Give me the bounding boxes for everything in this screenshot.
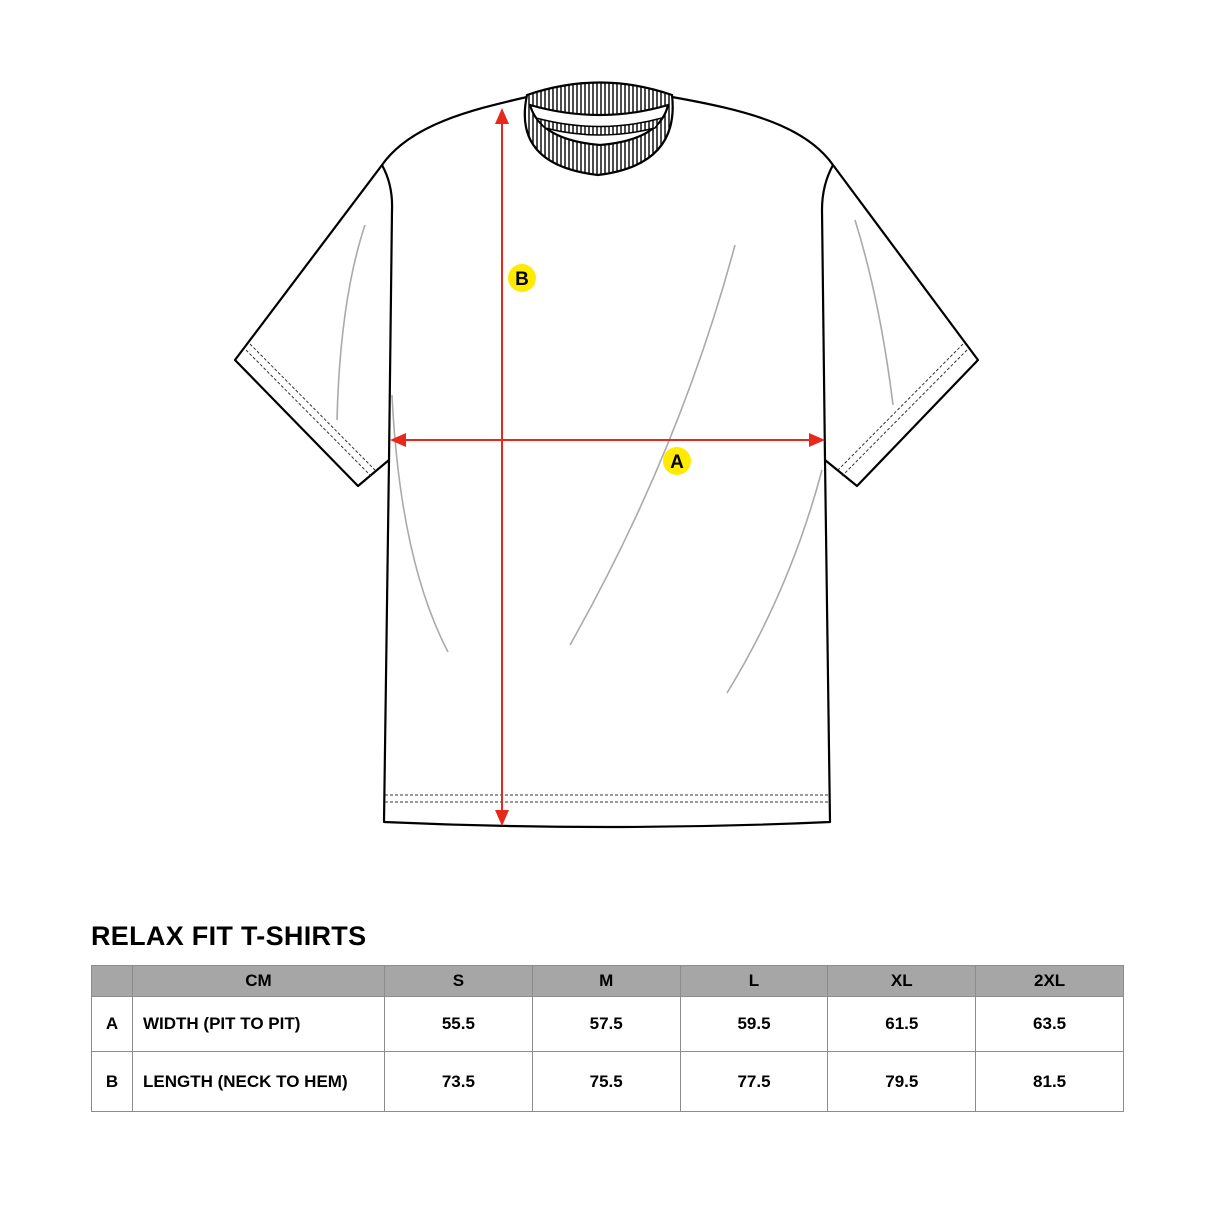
marker-b: B (508, 264, 536, 292)
header-cell: 2XL (975, 965, 1124, 997)
tshirt-diagram: B A (233, 81, 980, 829)
cell-value: 57.5 (531, 996, 681, 1052)
header-cell: S (384, 965, 533, 997)
cell-value: 59.5 (679, 996, 829, 1052)
table-header-row: CM S M L XL 2XL (91, 965, 1124, 997)
cell-value: 73.5 (384, 1051, 533, 1112)
collar-rib (523, 81, 674, 177)
header-cell: CM (132, 965, 385, 997)
row-label: LENGTH (NECK TO HEM) (132, 1051, 385, 1112)
table-row: A WIDTH (PIT TO PIT) 55.5 57.5 59.5 61.5… (91, 996, 1124, 1052)
marker-a: A (663, 447, 691, 475)
fabric-shading (336, 219, 894, 694)
cell-value: 77.5 (679, 1051, 829, 1112)
cell-value: 63.5 (975, 996, 1124, 1052)
row-key: A (91, 996, 133, 1052)
stitching (245, 343, 968, 803)
marker-a-label: A (670, 452, 684, 473)
length-arrow (495, 108, 509, 826)
marker-b-label: B (515, 269, 529, 290)
chart-title: RELAX FIT T-SHIRTS (91, 921, 367, 951)
size-table: CM S M L XL 2XL A WIDTH (PIT TO PIT) 55.… (91, 965, 1124, 1112)
width-arrow (390, 433, 825, 447)
table-row: B LENGTH (NECK TO HEM) 73.5 75.5 77.5 79… (91, 1051, 1124, 1112)
cell-value: 81.5 (975, 1051, 1124, 1112)
header-cell: M (531, 965, 681, 997)
cell-value: 75.5 (531, 1051, 681, 1112)
header-cell (91, 965, 133, 997)
header-cell: XL (827, 965, 977, 997)
shirt-outline (233, 95, 980, 829)
header-cell: L (679, 965, 829, 997)
cell-value: 61.5 (827, 996, 977, 1052)
row-key: B (91, 1051, 133, 1112)
cell-value: 79.5 (827, 1051, 977, 1112)
row-label: WIDTH (PIT TO PIT) (132, 996, 385, 1052)
cell-value: 55.5 (384, 996, 533, 1052)
